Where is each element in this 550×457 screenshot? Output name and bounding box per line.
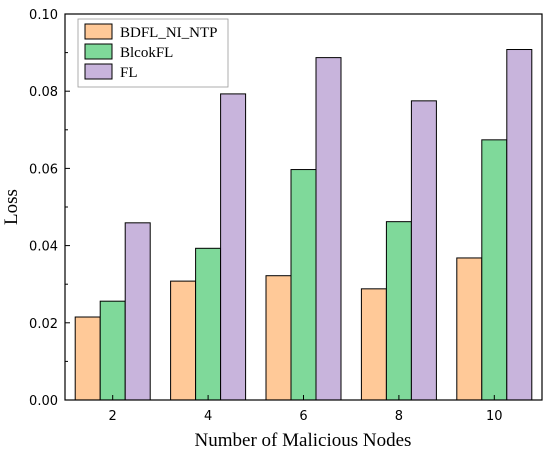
x-tick-label: 6 xyxy=(299,409,307,424)
x-tick-label: 8 xyxy=(395,409,403,424)
x-tick-label: 4 xyxy=(204,409,212,424)
bar-fl-4 xyxy=(220,93,247,401)
x-axis-title: Number of Malicious Nodes xyxy=(195,430,412,451)
y-tick-label: 0.00 xyxy=(29,394,58,409)
bar-bdfl-ni-ntp-6 xyxy=(265,275,292,401)
bar-bdfl-ni-ntp-2 xyxy=(74,316,101,401)
bar-bdfl-ni-ntp-4 xyxy=(170,280,197,401)
y-tick-label: 0.04 xyxy=(29,240,58,255)
y-axis-title: Loss xyxy=(1,189,22,225)
bar-blcokfl-2 xyxy=(99,300,126,401)
bar-fl-6 xyxy=(315,57,342,401)
bar-blcokfl-4 xyxy=(195,247,222,401)
legend-swatch-blcokfl xyxy=(84,43,113,60)
y-tick-label: 0.06 xyxy=(29,162,58,177)
x-axis: 2 4 6 8 10 xyxy=(109,395,503,424)
x-tick-label: 10 xyxy=(486,409,503,424)
legend-label: BlcokFL xyxy=(120,45,173,61)
bar-blcokfl-6 xyxy=(290,169,317,401)
legend: BDFL_NI_NTP BlcokFL FL xyxy=(77,18,229,88)
bar-bdfl-ni-ntp-8 xyxy=(360,288,387,401)
x-tick-label: 2 xyxy=(109,409,117,424)
bar-blcokfl-8 xyxy=(385,221,412,401)
legend-label: BDFL_NI_NTP xyxy=(120,25,218,41)
y-axis: 0.00 0.02 0.04 0.06 0.08 0.10 xyxy=(29,8,70,409)
y-tick-label: 0.08 xyxy=(29,85,58,100)
legend-label: FL xyxy=(120,65,138,81)
y-tick-label: 0.02 xyxy=(29,317,58,332)
legend-swatch-fl xyxy=(84,63,113,80)
bar-blcokfl-10 xyxy=(481,139,508,401)
bars-group xyxy=(74,49,533,401)
y-tick-label: 0.10 xyxy=(29,8,58,23)
bar-fl-10 xyxy=(506,49,533,401)
bar-bdfl-ni-ntp-10 xyxy=(456,257,483,401)
bar-fl-8 xyxy=(410,100,437,401)
legend-swatch-bdfl-ni-ntp xyxy=(84,23,113,40)
bar-fl-2 xyxy=(124,222,151,401)
